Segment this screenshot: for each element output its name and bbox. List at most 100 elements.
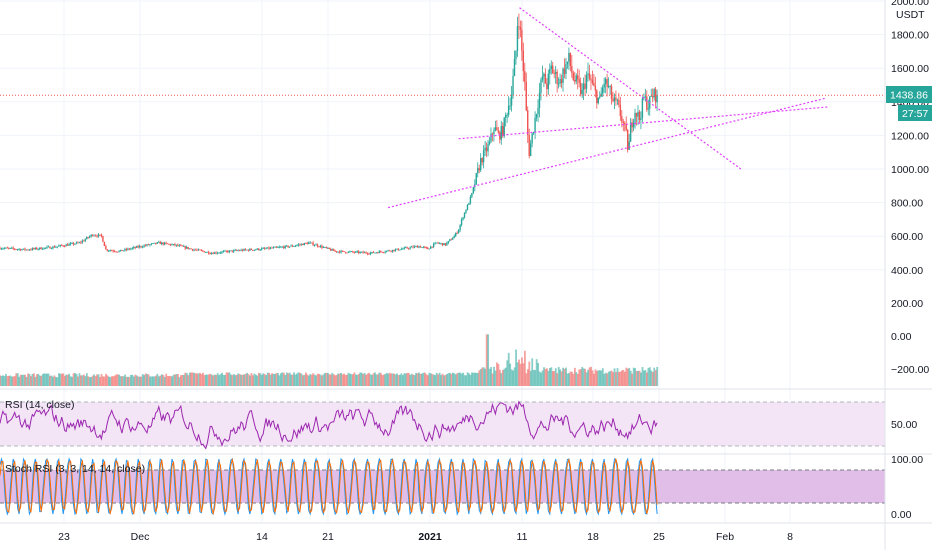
candle-body <box>253 249 256 251</box>
volume-bar <box>130 374 132 386</box>
volume-bar <box>476 372 479 386</box>
volume-bar <box>501 370 504 386</box>
candle-body <box>647 108 649 110</box>
candle-body <box>199 249 201 251</box>
volume-bar <box>569 371 572 386</box>
volume-bar <box>228 372 231 386</box>
candle-body <box>112 250 114 252</box>
time-tick-label: Feb <box>716 531 734 543</box>
volume-bar <box>547 370 550 386</box>
volume-bar <box>593 373 595 386</box>
candle-body <box>249 248 251 251</box>
candle-body <box>621 116 623 122</box>
volume-bar <box>350 374 353 386</box>
candle-body <box>88 236 91 238</box>
candle-body <box>152 243 154 244</box>
trendlines[interactable] <box>387 7 830 209</box>
candle-body <box>575 75 577 82</box>
candle-body <box>363 252 366 254</box>
candle-body <box>306 243 308 245</box>
candle-body <box>296 245 298 246</box>
candle-body <box>427 247 429 250</box>
volume-bar <box>424 372 426 386</box>
stoch-label: Stoch RSI (3, 3, 14, 14, close) <box>5 463 145 475</box>
volume-bar <box>302 375 304 386</box>
volume-bar <box>525 373 528 386</box>
candle-body <box>53 246 56 248</box>
candle-body <box>460 219 463 225</box>
candle-body <box>305 242 307 244</box>
candle-body <box>228 250 231 253</box>
price-tick-label: 800.00 <box>891 198 923 210</box>
candle-body <box>631 122 633 128</box>
candle-body <box>422 246 425 248</box>
candle-body <box>527 110 529 135</box>
volume-bar <box>200 374 203 386</box>
volume-bar <box>568 373 570 386</box>
candle-body <box>94 235 97 237</box>
volume-bar <box>460 373 463 386</box>
candle-body <box>532 132 535 134</box>
stoch-tick-label: 0.00 <box>891 509 912 521</box>
candle-body <box>230 250 232 252</box>
volume-bar <box>647 367 650 386</box>
candle-body <box>299 244 301 246</box>
volume-bar <box>316 373 319 386</box>
volume-bar <box>623 371 626 386</box>
volume-bar <box>416 373 419 386</box>
volume-bar <box>513 367 516 386</box>
volume-bar <box>202 372 204 386</box>
volume-bar <box>356 374 359 386</box>
volume-bar <box>178 377 181 386</box>
volume-bar <box>22 374 25 386</box>
candle-body <box>515 51 517 60</box>
volume-bar <box>641 367 644 386</box>
candle-body <box>197 249 200 251</box>
candle-body <box>147 244 150 246</box>
volume-bar <box>610 370 613 386</box>
volume-bar <box>74 373 76 386</box>
volume-bar <box>122 376 125 386</box>
candle-body <box>315 244 317 246</box>
volume-bar <box>85 373 88 386</box>
candle-body <box>412 246 414 248</box>
volume-bar <box>650 370 653 386</box>
volume-bar <box>143 375 146 386</box>
candle-body <box>588 73 591 79</box>
candle-body <box>269 247 272 249</box>
volume-bar <box>205 374 207 386</box>
volume-bar <box>585 372 588 386</box>
volume-bar <box>396 373 398 386</box>
candle-body <box>134 247 136 248</box>
candle-body <box>244 249 247 250</box>
volume-bar <box>565 367 567 386</box>
candle-body <box>93 235 95 237</box>
volume-bar <box>519 363 522 386</box>
time-tick-label: Dec <box>131 531 150 543</box>
candle-body <box>337 251 339 253</box>
candle-body <box>277 247 279 248</box>
candle-body <box>268 247 270 249</box>
volume-bar <box>238 373 241 386</box>
candle-body <box>535 114 538 118</box>
candle-body <box>47 246 50 248</box>
candle-body <box>562 68 564 84</box>
candle-body <box>49 246 51 249</box>
volume-bar <box>616 368 619 386</box>
volume-bar <box>265 375 268 386</box>
volume-bar <box>153 376 156 386</box>
volume-bar <box>462 372 465 386</box>
volume-bar <box>135 375 138 386</box>
volume-bar <box>603 373 606 386</box>
volume-bar <box>224 375 226 386</box>
volume-bar <box>406 372 409 386</box>
volume-bar <box>591 370 594 386</box>
volume-bar <box>78 373 81 386</box>
candle-body <box>131 247 133 249</box>
candle-body <box>637 111 639 117</box>
volume-bar <box>357 373 360 386</box>
rsi-tick-label: 50.00 <box>891 419 917 431</box>
candle-body <box>37 248 39 250</box>
candle-body <box>391 249 394 252</box>
